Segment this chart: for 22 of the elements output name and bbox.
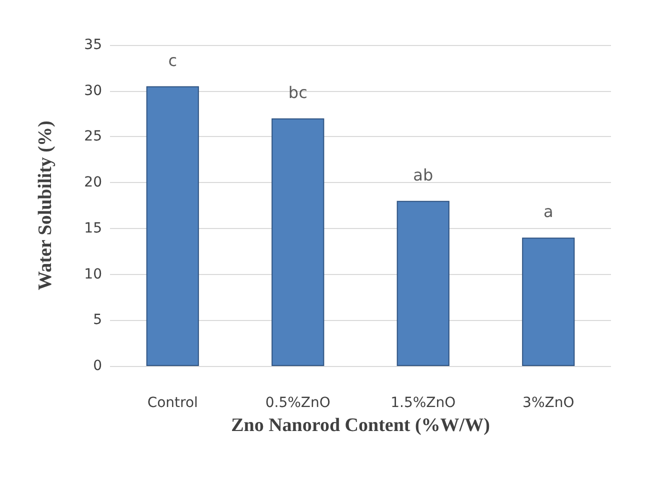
x-tick-label: 3%ZnO bbox=[522, 395, 574, 411]
y-tick-label: 25 bbox=[84, 128, 102, 145]
annotation: ab bbox=[413, 165, 434, 184]
y-tick-label: 30 bbox=[84, 82, 102, 99]
y-tick-label: 0 bbox=[93, 358, 102, 374]
y-tick-label: 15 bbox=[84, 220, 102, 236]
bar bbox=[396, 200, 450, 366]
bar bbox=[522, 238, 575, 366]
annotation: a bbox=[543, 202, 554, 222]
y-tick-label: 35 bbox=[84, 37, 102, 53]
bar bbox=[146, 86, 199, 366]
y-tick-label: 10 bbox=[84, 266, 102, 282]
x-axis-title: Zno Nanorod Content (%W/W) bbox=[231, 415, 490, 436]
x-tick-label: 1.5%ZnO bbox=[390, 395, 456, 411]
y-tick-label: 5 bbox=[93, 312, 102, 328]
y-tick-label: 20 bbox=[84, 174, 102, 191]
annotation: bc bbox=[288, 82, 308, 102]
annotation: c bbox=[168, 50, 178, 70]
y-axis-title: Water Solubility (%) bbox=[35, 120, 56, 290]
x-tick-label: 0.5%ZnO bbox=[265, 395, 330, 411]
x-tick-label: Control bbox=[147, 395, 198, 411]
bar bbox=[272, 118, 324, 366]
